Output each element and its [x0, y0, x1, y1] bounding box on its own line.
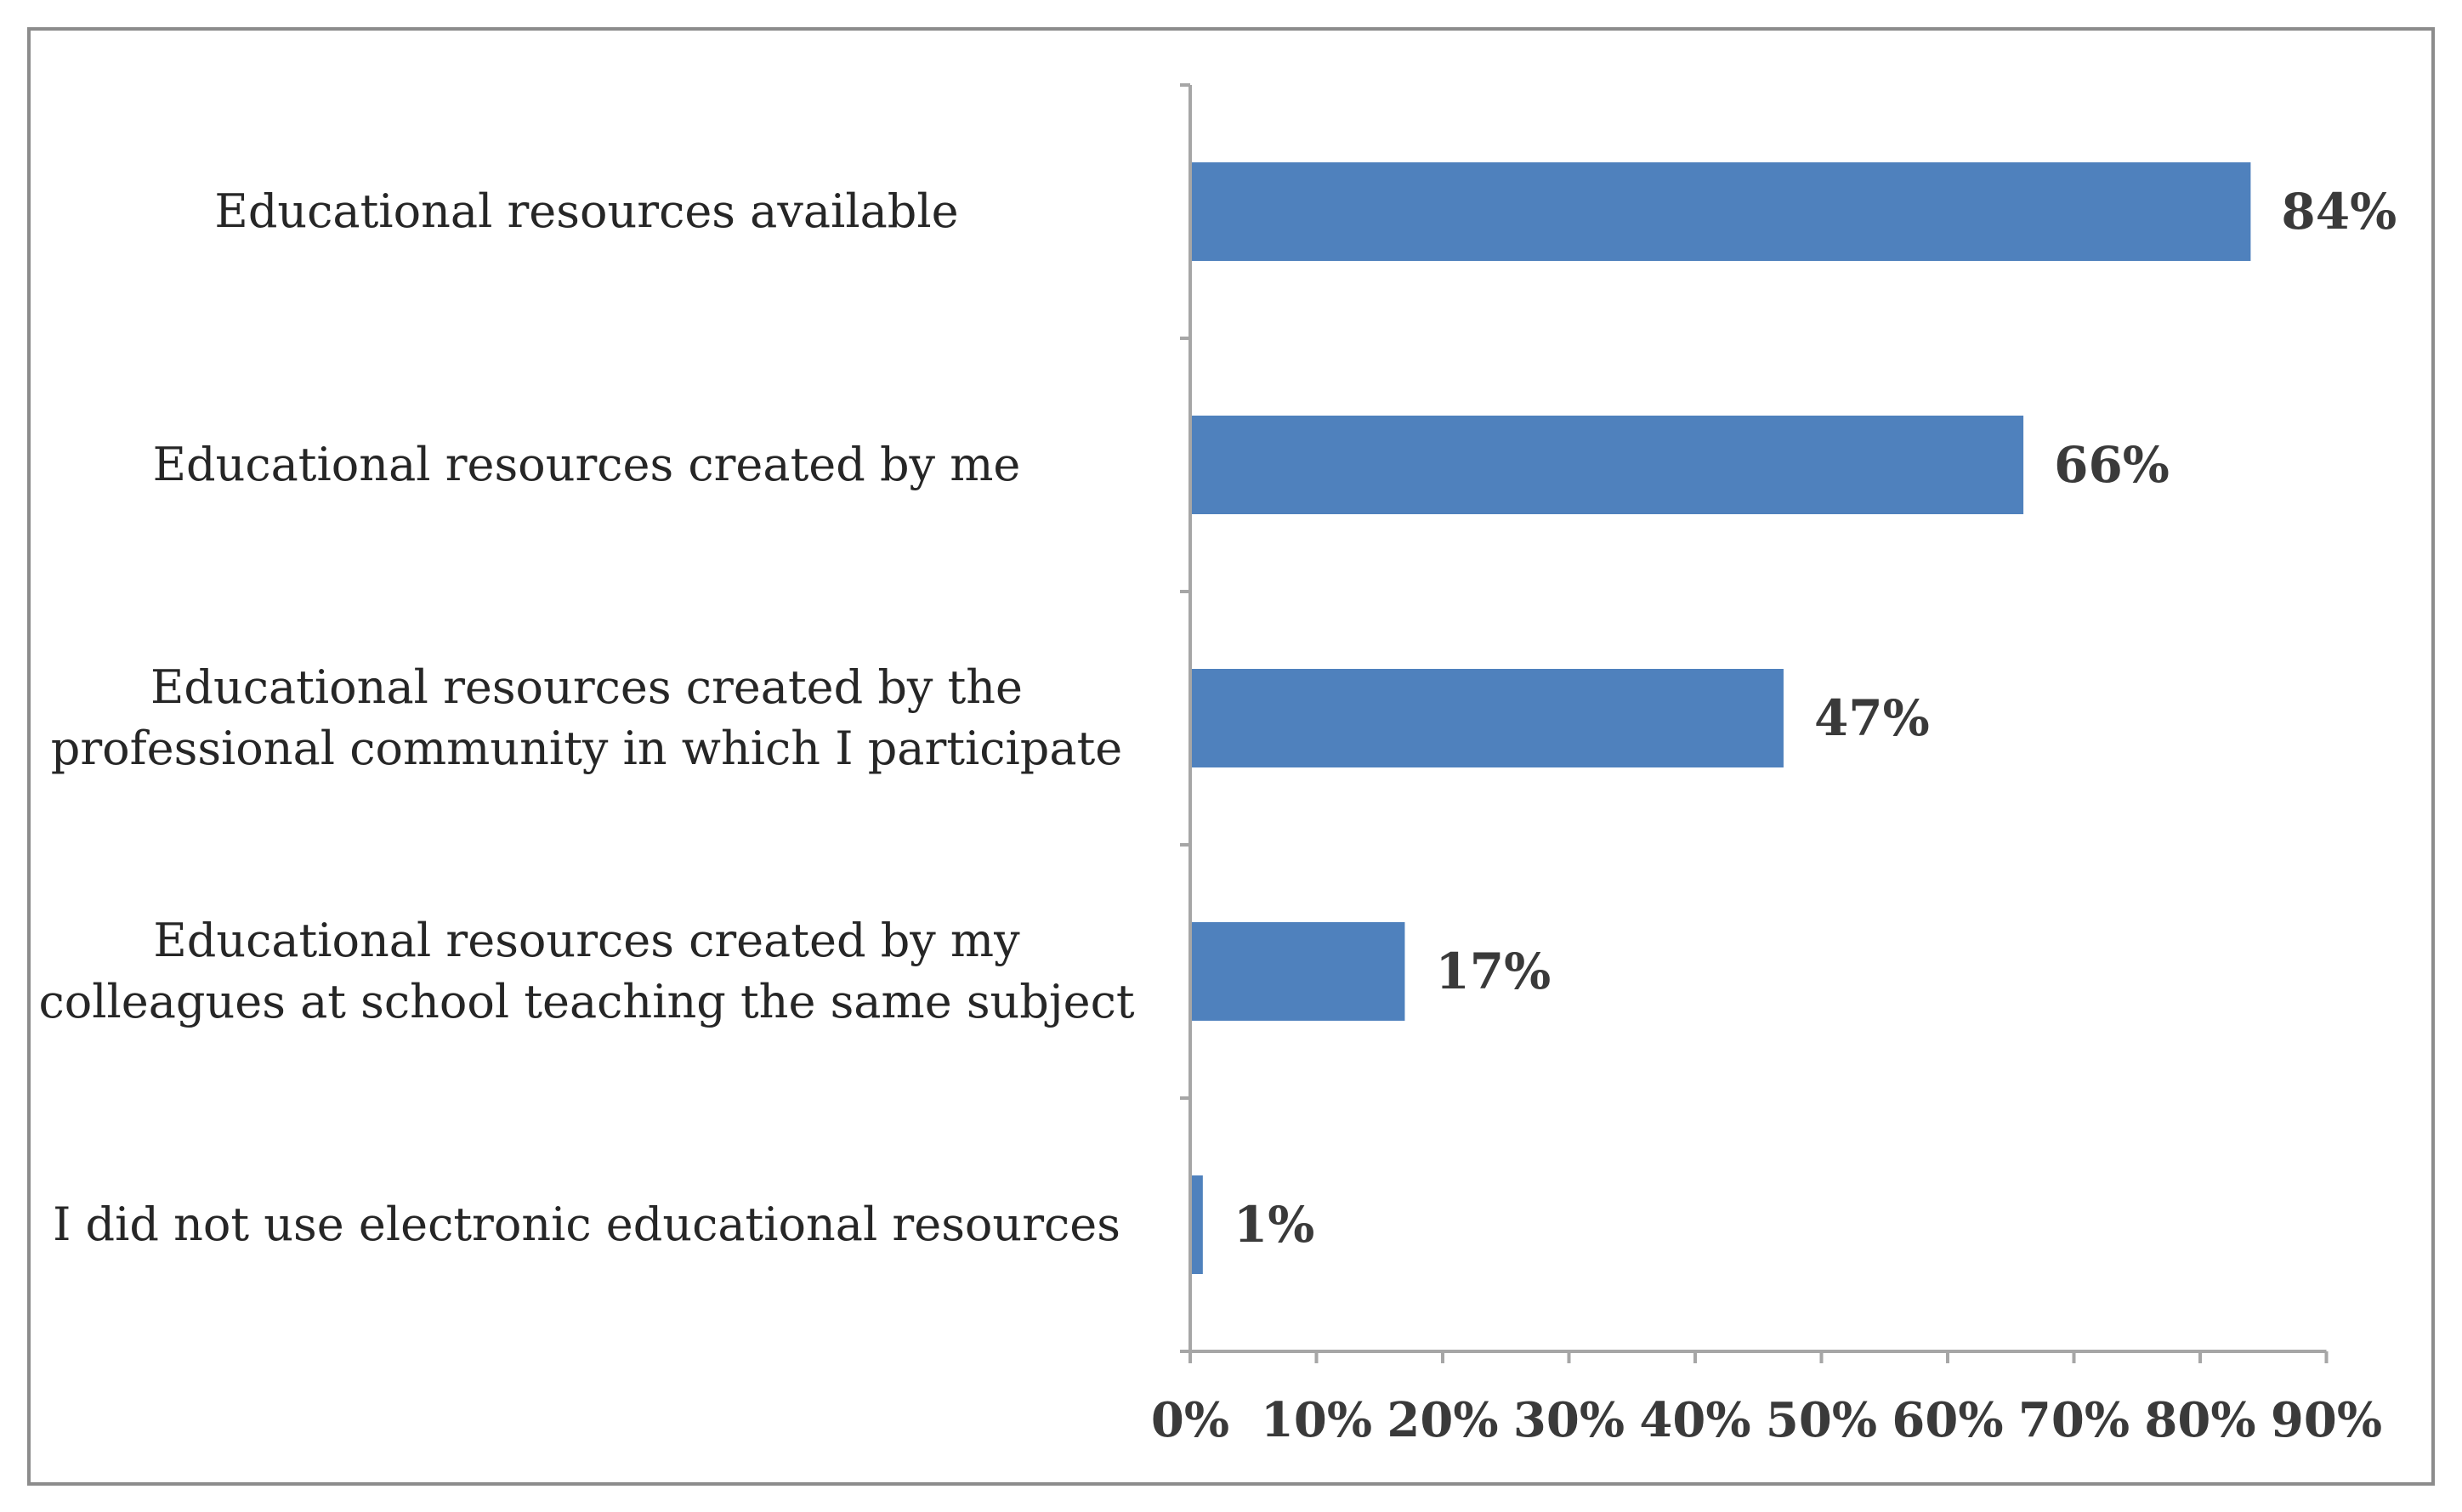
data-label: 1% — [1234, 1196, 1314, 1254]
category-label: Educational resources created by the prof… — [51, 660, 1122, 775]
x-tick-label: 50% — [1766, 1392, 1877, 1448]
bars-layer — [1190, 162, 2251, 1274]
bar — [1190, 1175, 1203, 1274]
x-tick-label: 80% — [2144, 1392, 2255, 1448]
x-tick-label: 70% — [2018, 1392, 2130, 1448]
bar — [1190, 922, 1405, 1021]
data-label: 84% — [2281, 183, 2397, 241]
bar — [1190, 162, 2251, 261]
x-tick-label: 10% — [1261, 1392, 1372, 1448]
x-tick-label: 20% — [1387, 1392, 1498, 1448]
x-tick-label: 30% — [1513, 1392, 1625, 1448]
data-label: 17% — [1435, 943, 1551, 1000]
data-label: 47% — [1814, 689, 1930, 747]
x-tick-label: 0% — [1151, 1392, 1229, 1448]
x-tick-label: 90% — [2271, 1392, 2382, 1448]
x-tick-label: 60% — [1892, 1392, 2003, 1448]
axis-layer — [1180, 83, 2329, 1363]
category-label: I did not use electronic educational res… — [53, 1198, 1120, 1251]
data-label: 66% — [2054, 436, 2170, 494]
bar — [1190, 416, 2024, 514]
bar — [1190, 669, 1784, 767]
category-label: Educational resources created by me — [153, 438, 1021, 491]
category-label: Educational resources available — [214, 184, 958, 238]
labels-layer: 0% 10% 20% 30% 40% 50% 60% 70% 80% 90% 84% Educatio… — [38, 183, 2397, 1448]
x-tick-label: 40% — [1639, 1392, 1750, 1448]
category-label: Educational resources created by my colle… — [38, 914, 1134, 1028]
